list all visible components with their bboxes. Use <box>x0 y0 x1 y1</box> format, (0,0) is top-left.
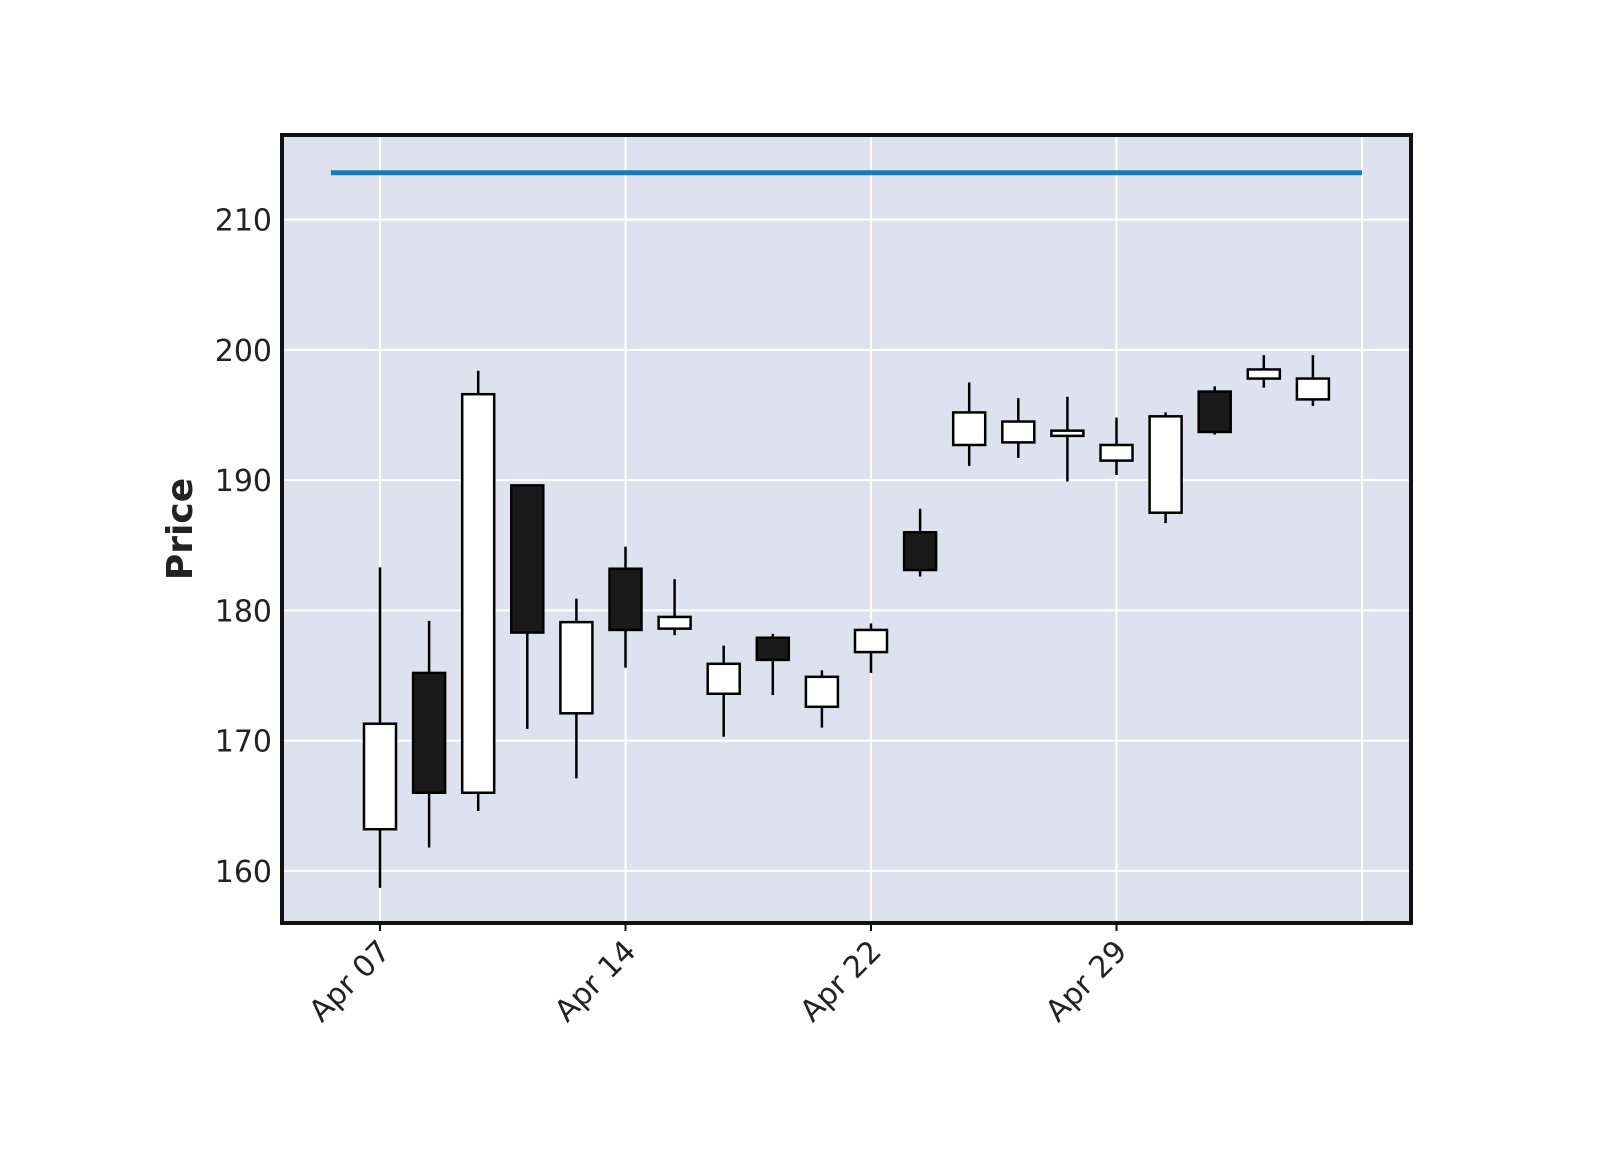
candle-body-up <box>1148 415 1183 514</box>
candle-body-up <box>1295 377 1331 401</box>
candle <box>706 645 741 737</box>
candle-body-up <box>362 722 398 831</box>
candle <box>1197 386 1232 435</box>
candle-body-up <box>951 411 987 447</box>
candle-body-down <box>411 671 447 795</box>
x-tick-label: Apr 22 <box>793 934 888 1029</box>
y-tick-label: 210 <box>215 204 272 239</box>
candle <box>1001 398 1036 459</box>
candle <box>411 620 447 848</box>
candle <box>510 484 545 729</box>
candle-body-up <box>1246 368 1282 380</box>
candle-body-down <box>608 567 643 632</box>
y-tick-label: 160 <box>215 855 272 890</box>
candle-body-up <box>1001 420 1036 444</box>
candle <box>362 567 398 888</box>
candle <box>1099 417 1134 475</box>
candle <box>951 382 987 466</box>
plot-frame <box>280 133 1413 925</box>
x-tick-label: Apr 07 <box>302 934 397 1029</box>
candle-body-down <box>1197 390 1232 434</box>
y-axis-ticks: 160 170 180 190 200 210 <box>215 204 272 890</box>
candle-body-down <box>510 484 545 634</box>
candles <box>362 355 1331 888</box>
plot-background <box>282 135 1411 923</box>
candle-body-up <box>853 628 889 654</box>
x-tick-label: Apr 14 <box>548 934 643 1029</box>
y-tick-label: 180 <box>215 594 272 629</box>
candle <box>755 633 791 696</box>
x-tick-label: Apr 29 <box>1039 934 1134 1029</box>
candle <box>608 546 643 668</box>
y-tick-label: 170 <box>215 725 272 760</box>
candle-body-up <box>804 675 840 709</box>
candle <box>1246 355 1282 388</box>
x-axis-ticks: Apr 07 Apr 14 Apr 22 Apr 29 <box>302 923 1134 1029</box>
candle <box>902 508 938 577</box>
candle-body-up <box>706 662 741 696</box>
candle <box>1148 412 1183 524</box>
y-tick-label: 200 <box>215 334 272 369</box>
candle-body-up <box>460 392 496 795</box>
candle <box>657 579 692 636</box>
y-axis-label: Price <box>160 478 201 580</box>
candle-body-down <box>755 636 791 662</box>
candle-body-up <box>559 620 594 715</box>
candle-body-up <box>657 615 692 630</box>
y-tick-label: 190 <box>215 464 272 499</box>
candle <box>559 598 594 779</box>
candle-body-up <box>1099 443 1134 462</box>
candle-body-up <box>1050 429 1085 438</box>
candle <box>804 670 840 728</box>
candle <box>460 370 496 811</box>
candle <box>853 623 889 673</box>
candle-body-down <box>902 531 938 572</box>
candle <box>1295 355 1331 406</box>
candle <box>1050 396 1085 482</box>
